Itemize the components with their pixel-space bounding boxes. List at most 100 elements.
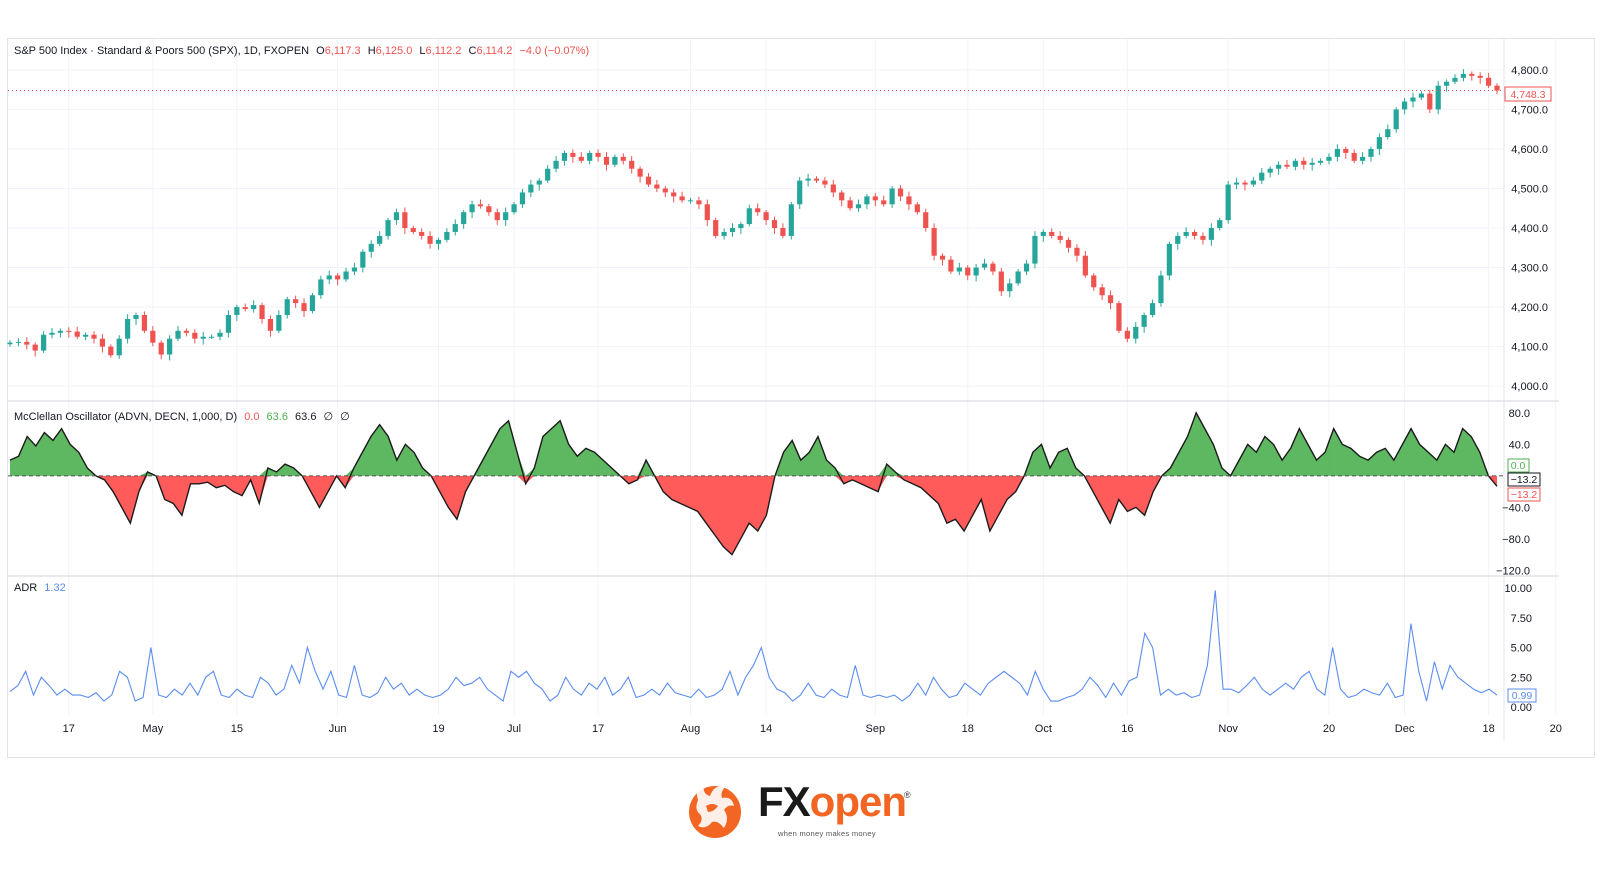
candle-body — [1343, 148, 1349, 153]
candle-body — [570, 152, 576, 157]
candle-body — [704, 204, 710, 221]
candle-body — [671, 192, 677, 197]
grid — [8, 39, 1557, 715]
candle-body — [1049, 231, 1055, 236]
candle-body — [225, 314, 232, 333]
x-tick-label: Nov — [1218, 723, 1238, 735]
candle-body — [1099, 287, 1105, 296]
candle-body — [7, 342, 13, 345]
svg-text:McClellan Oscillator (ADVN, DE: McClellan Oscillator (ADVN, DECN, 1,000,… — [14, 411, 350, 423]
adr-pane — [9, 590, 1498, 702]
osc-badge-red: −13.2 — [1507, 487, 1541, 502]
candle-body — [1082, 255, 1088, 276]
candle-body — [108, 346, 114, 356]
candle-body — [486, 206, 492, 213]
low-value: 6,112.2 — [426, 45, 462, 57]
candle-body — [1452, 77, 1458, 82]
close-key: C — [468, 45, 476, 57]
price-y-tick: 4,800.0 — [1511, 65, 1548, 77]
candle-body — [637, 168, 643, 177]
candle-body — [965, 267, 971, 276]
candle-body — [150, 330, 156, 343]
symbol-title: S&P 500 Index · Standard & Poors 500 (SP… — [14, 45, 309, 57]
pane-separators — [8, 39, 1559, 740]
candle-body — [217, 332, 223, 337]
candle-body — [1469, 73, 1475, 76]
candle-body — [343, 271, 349, 280]
high-key: H — [368, 45, 376, 57]
candle-body — [309, 295, 316, 312]
high-value: 6,125.0 — [376, 45, 413, 57]
x-tick-label: 20 — [1323, 723, 1335, 735]
price-badge: 4,748.3 — [1504, 86, 1552, 102]
candle-body — [301, 303, 307, 312]
adr-value: 1.32 — [44, 582, 65, 594]
x-tick-label: 17 — [592, 723, 604, 735]
osc-y-tick: 80.0 — [1509, 408, 1530, 420]
brand-tagline: when money makes money — [778, 829, 876, 838]
candle-body — [1023, 263, 1030, 272]
candle-body — [620, 156, 626, 161]
candle-body — [519, 192, 526, 205]
candle-body — [183, 330, 190, 333]
oscillator-symbol-1: ∅ — [324, 411, 334, 423]
fxopen-logo — [689, 778, 930, 848]
candle-body — [41, 334, 47, 351]
candle-body — [125, 318, 131, 339]
candle-body — [435, 239, 442, 244]
adr-title: ADR — [14, 582, 37, 594]
candle-body — [1091, 275, 1097, 288]
candle-body — [83, 334, 89, 337]
oscillator-symbol-2: ∅ — [340, 411, 350, 423]
candle-body — [587, 152, 593, 161]
candle-body — [713, 220, 719, 236]
candle-body — [57, 330, 64, 333]
candle-body — [1233, 182, 1240, 185]
candle-body — [578, 156, 584, 161]
candle-body — [1208, 228, 1214, 240]
candle-body — [175, 330, 181, 339]
candle-body — [251, 305, 257, 310]
candle-body — [939, 255, 946, 260]
candle-body — [847, 200, 853, 209]
osc-y-tick: 40.0 — [1509, 439, 1530, 451]
candle-body — [1368, 148, 1374, 157]
x-tick-label: 18 — [962, 723, 974, 735]
candle-body — [1410, 97, 1416, 102]
x-tick-label: Sep — [866, 723, 886, 735]
candle-body — [1284, 164, 1290, 167]
candle-body — [74, 331, 80, 337]
candle-body — [1107, 295, 1114, 304]
candle-body — [662, 188, 668, 193]
adr-y-tick: 7.50 — [1511, 613, 1532, 625]
candle-body — [1242, 182, 1248, 185]
brand-wordmark: FXopen — [758, 780, 907, 824]
price-y-tick: 4,200.0 — [1511, 302, 1548, 314]
candle-body — [469, 204, 475, 213]
oscillator-value-1: 0.0 — [244, 411, 259, 423]
candle-body — [259, 305, 265, 319]
candle-body — [242, 307, 248, 310]
candle-body — [948, 259, 954, 272]
candle-body — [729, 228, 736, 232]
osc-line — [9, 411, 1498, 556]
candle-body — [1175, 235, 1181, 244]
price-y-tick: 4,600.0 — [1511, 144, 1548, 156]
candle-body — [477, 204, 484, 207]
axes: 17 May 15 Jun 19 Jul 17 Aug 14 Sep 18 Oct 16 Nov 20 Dec… — [63, 65, 1562, 735]
candle-body — [267, 318, 274, 331]
x-tick-label: 20 — [1550, 723, 1562, 735]
candle-body — [645, 176, 652, 185]
adr-y-tick: 5.00 — [1511, 643, 1532, 655]
candle-body — [595, 152, 601, 157]
price-y-tick: 4,500.0 — [1511, 183, 1548, 195]
candle-body — [561, 152, 568, 161]
candle-body — [1015, 271, 1021, 284]
candle-body — [1191, 231, 1198, 236]
candle-body — [419, 231, 425, 236]
candle-body — [360, 251, 366, 268]
change-value: −4.0 (−0.07%) — [519, 45, 589, 57]
candle-body — [990, 263, 996, 272]
candle-body — [897, 188, 904, 197]
